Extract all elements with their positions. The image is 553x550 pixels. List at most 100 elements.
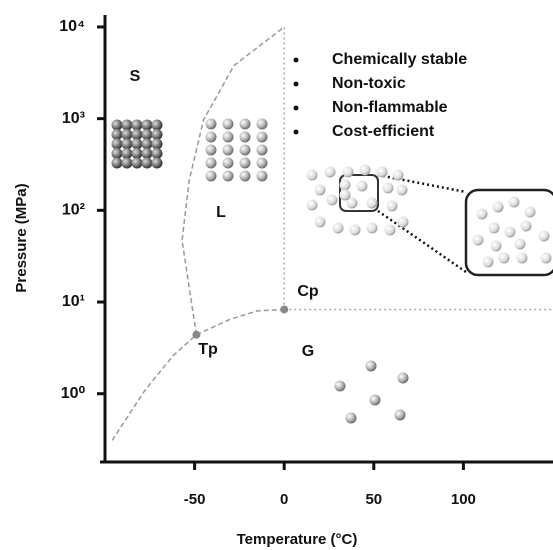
- molecule: [111, 129, 123, 140]
- molecule: [482, 256, 494, 268]
- molecule: [131, 119, 143, 131]
- annotation: Cp: [297, 283, 319, 300]
- molecule: [359, 164, 371, 176]
- molecule: [306, 169, 318, 181]
- molecule: [256, 170, 268, 182]
- molecule: [397, 216, 409, 228]
- molecule: [205, 157, 217, 169]
- molecule: [326, 194, 338, 206]
- annotation: Tp: [198, 341, 218, 358]
- molecule: [376, 166, 388, 178]
- phase-boundary: [181, 26, 285, 335]
- molecule: [141, 148, 153, 159]
- molecule: [121, 138, 133, 150]
- molecule: [356, 180, 368, 192]
- molecule: [488, 222, 500, 234]
- molecule: [516, 252, 528, 264]
- molecule: [141, 119, 153, 131]
- phase-point: [192, 330, 201, 339]
- y-axis-title: Pressure (MPa): [13, 183, 30, 292]
- molecule: [256, 131, 268, 143]
- molecule: [538, 230, 550, 242]
- property-bullets: [293, 57, 299, 135]
- property: Chemically stable: [332, 51, 467, 68]
- molecule: [205, 131, 217, 143]
- molecule: [492, 201, 504, 213]
- molecule: [151, 129, 163, 140]
- molecule: [239, 170, 251, 182]
- x-tick-label: 100: [451, 491, 476, 508]
- molecule: [111, 148, 123, 159]
- molecule: [339, 179, 351, 191]
- molecule: [111, 157, 123, 169]
- molecule: [314, 184, 326, 196]
- y-tick-label: 10⁴: [59, 18, 85, 35]
- molecule: [205, 118, 217, 130]
- molecule: [111, 138, 123, 150]
- x-tick-label: 0: [280, 491, 288, 508]
- molecule: [508, 196, 520, 208]
- molecule: [256, 157, 268, 169]
- molecule: [349, 224, 361, 236]
- x-tick-label: -50: [184, 491, 206, 508]
- molecule: [365, 360, 377, 372]
- molecule: [222, 131, 234, 143]
- molecule: [239, 118, 251, 130]
- molecule: [334, 380, 346, 392]
- molecule: [141, 129, 153, 140]
- x-axis-title: Temperature (°C): [237, 531, 358, 548]
- molecule: [394, 409, 406, 421]
- y-tick-label: 10²: [62, 202, 85, 219]
- molecule: [239, 131, 251, 143]
- molecule: [324, 166, 336, 178]
- molecule: [151, 148, 163, 159]
- molecule: [396, 184, 408, 196]
- molecule: [342, 166, 354, 178]
- molecule: [346, 197, 358, 209]
- y-tick-label: 10¹: [62, 293, 85, 310]
- zoom-line: [377, 209, 467, 274]
- molecule: [386, 200, 398, 212]
- molecule: [222, 144, 234, 156]
- molecule: [121, 129, 133, 140]
- molecule: [369, 394, 381, 406]
- molecule: [131, 157, 143, 169]
- molecule: [222, 170, 234, 182]
- molecule: [222, 157, 234, 169]
- phase-point: [280, 305, 289, 314]
- molecule: [256, 144, 268, 156]
- molecule: [520, 220, 532, 232]
- molecule: [151, 157, 163, 169]
- molecule: [524, 206, 536, 218]
- molecule: [540, 252, 552, 264]
- molecule: [151, 138, 163, 150]
- molecule: [121, 157, 133, 169]
- molecule: [476, 208, 488, 220]
- molecule: [131, 148, 143, 159]
- molecule: [239, 144, 251, 156]
- x-tick-label: 50: [365, 491, 382, 508]
- phase-boundary: [196, 308, 285, 336]
- molecule: [384, 224, 396, 236]
- molecule: [121, 119, 133, 131]
- annotation: L: [216, 204, 226, 221]
- molecule: [392, 169, 404, 181]
- molecule: [490, 240, 502, 252]
- molecule: [397, 372, 409, 384]
- phase-boundary: [111, 334, 197, 441]
- property: Non-flammable: [332, 99, 448, 116]
- molecule: [111, 119, 123, 131]
- molecule: [514, 238, 526, 250]
- molecule: [345, 412, 357, 424]
- molecule: [314, 216, 326, 228]
- molecule: [131, 129, 143, 140]
- molecule: [239, 157, 251, 169]
- molecule: [498, 252, 510, 264]
- molecule: [205, 170, 217, 182]
- molecule: [504, 226, 516, 238]
- molecule: [366, 222, 378, 234]
- y-tick-label: 10⁰: [61, 385, 86, 402]
- molecule: [141, 157, 153, 169]
- molecule: [131, 138, 143, 150]
